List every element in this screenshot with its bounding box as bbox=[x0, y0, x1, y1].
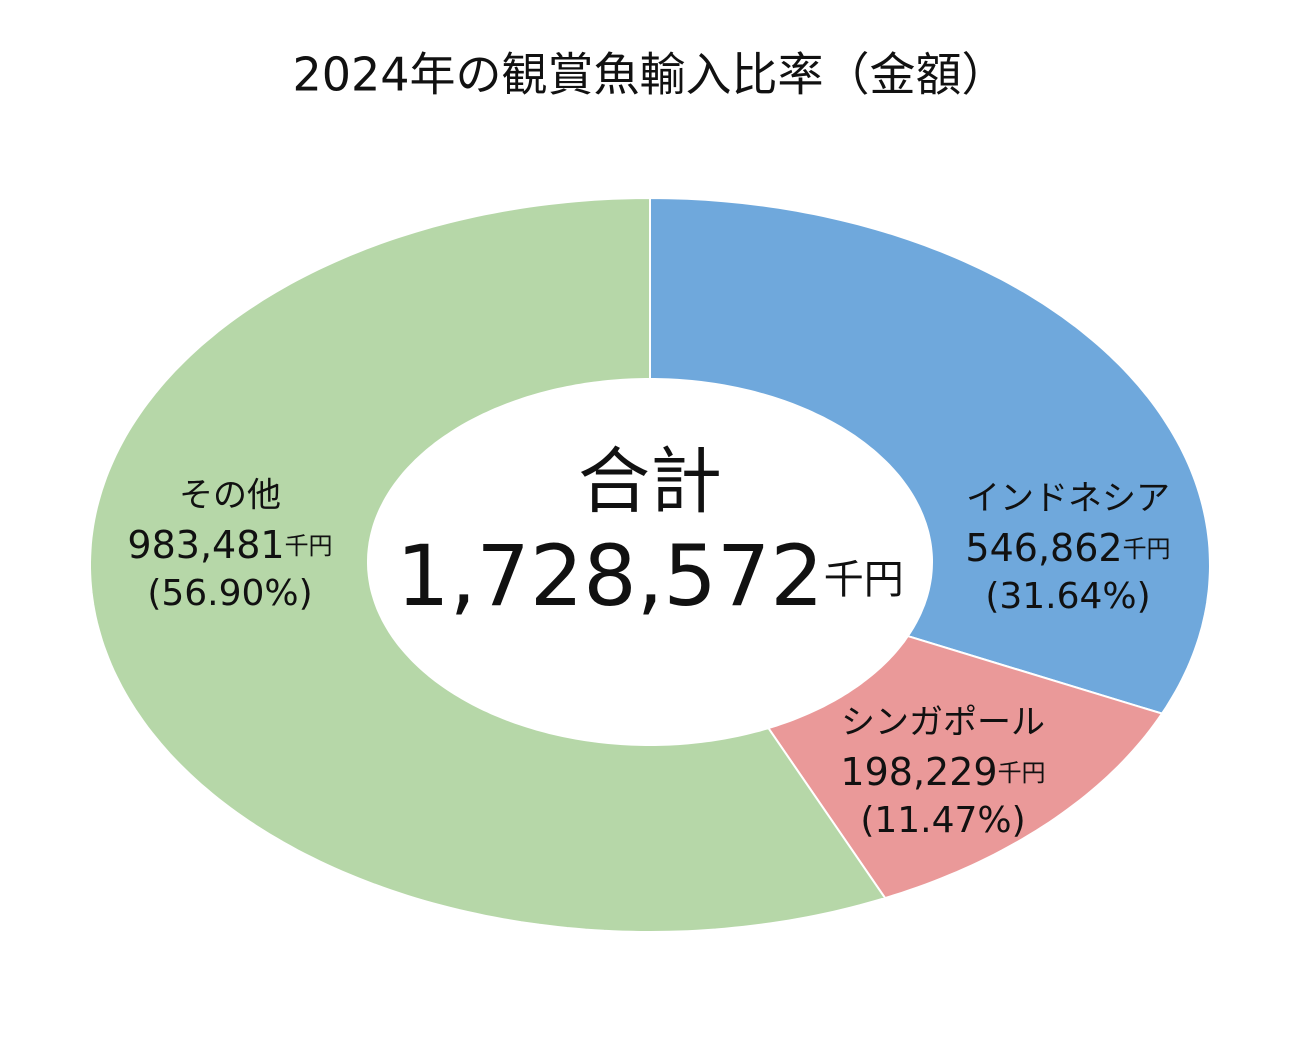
slice-label: その他 bbox=[179, 476, 281, 516]
slice-value: 546,862千円 bbox=[965, 526, 1170, 570]
total-label: 1,728,572 bbox=[396, 527, 824, 625]
value-label: 198,229 bbox=[840, 750, 997, 794]
value-label: 983,481 bbox=[127, 523, 284, 567]
slice-value: 198,229千円 bbox=[840, 750, 1045, 794]
total: 1,728,572千円 bbox=[396, 527, 904, 625]
unit-label: 千円 bbox=[1123, 535, 1171, 563]
unit-label: 千円 bbox=[998, 759, 1046, 787]
donut-slice bbox=[89, 196, 887, 933]
donut-slice bbox=[649, 196, 1212, 715]
unit-label: 千円 bbox=[285, 532, 333, 560]
unit-label: 千円 bbox=[824, 557, 904, 603]
percentage-label: (11.47%) bbox=[860, 800, 1025, 841]
slice-value: 983,481千円 bbox=[127, 523, 332, 567]
slice-label: インドネシア bbox=[966, 479, 1170, 519]
percentage-label: (56.90%) bbox=[147, 573, 312, 614]
slice-label: シンガポール bbox=[841, 703, 1045, 743]
value-label: 546,862 bbox=[965, 526, 1122, 570]
percentage-label: (31.64%) bbox=[985, 576, 1150, 617]
chart-title: 2024年の観賞魚輸入比率（金額） bbox=[292, 48, 1007, 102]
center-label: 合計 bbox=[578, 440, 722, 524]
